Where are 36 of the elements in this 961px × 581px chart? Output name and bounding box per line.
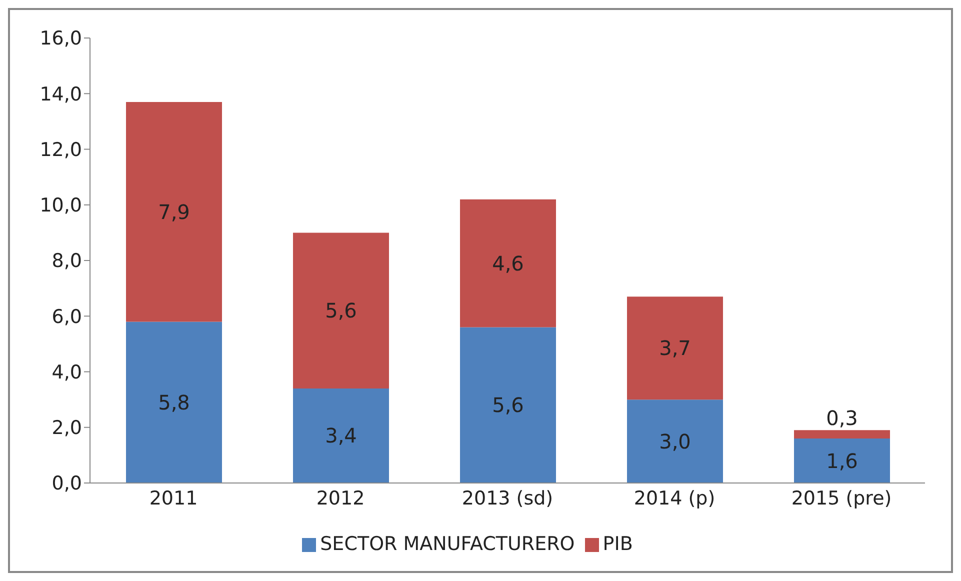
y-tick-label: 8,0 <box>52 250 82 272</box>
bar <box>460 199 556 328</box>
y-tick-label: 6,0 <box>52 306 82 328</box>
bar <box>126 102 222 322</box>
y-tick-label: 14,0 <box>40 83 82 106</box>
x-tick-label: 2011 <box>149 487 198 510</box>
data-label: 3,4 <box>325 424 357 448</box>
bar <box>627 400 723 483</box>
data-label: 0,3 <box>826 406 858 430</box>
x-tick-label: 2013 (sd) <box>462 487 554 510</box>
data-label: 4,6 <box>492 251 524 276</box>
x-tick-label: 2014 (p) <box>634 487 716 510</box>
data-label: 7,9 <box>158 200 190 224</box>
bar <box>460 327 556 483</box>
y-tick-label: 2,0 <box>52 417 82 440</box>
legend-label: SECTOR MANUFACTURERO <box>320 533 575 555</box>
bar <box>794 438 890 483</box>
data-label: 1,6 <box>826 448 858 473</box>
y-tick-label: 4,0 <box>52 361 82 384</box>
bar <box>627 296 723 400</box>
x-tick-label: 2012 <box>316 487 365 510</box>
y-tick-label: 0,0 <box>52 472 82 495</box>
y-tick-label: 16,0 <box>40 28 82 50</box>
bar <box>293 388 389 483</box>
bar <box>126 322 222 483</box>
data-label: 5,6 <box>492 393 524 418</box>
legend-label: PIB <box>602 533 633 555</box>
data-label: 5,8 <box>158 390 190 414</box>
bar <box>794 430 890 438</box>
data-label: 3,7 <box>659 336 691 360</box>
y-tick-label: 12,0 <box>40 138 82 161</box>
bar <box>293 232 389 388</box>
x-tick-label: 2015 (pre) <box>791 487 892 510</box>
y-tick-label: 10,0 <box>40 194 82 217</box>
data-label: 3,0 <box>659 429 691 454</box>
data-label: 5,6 <box>325 298 357 323</box>
